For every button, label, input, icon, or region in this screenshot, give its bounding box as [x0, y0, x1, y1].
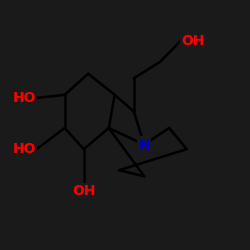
Text: HO: HO	[13, 142, 37, 156]
Text: OH: OH	[181, 34, 204, 48]
Text: HO: HO	[13, 91, 37, 105]
Text: N: N	[138, 138, 150, 151]
Text: OH: OH	[72, 184, 96, 198]
